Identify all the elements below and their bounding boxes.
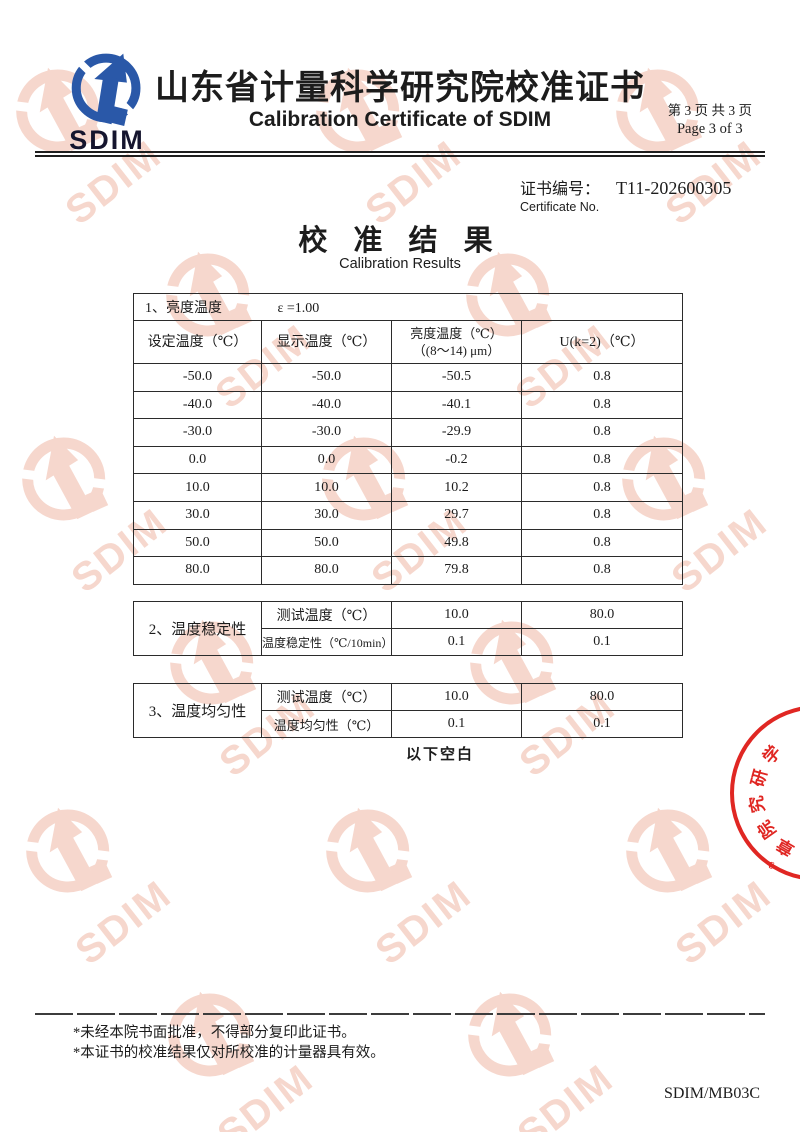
column-header: 设定温度（℃） (133, 320, 262, 364)
table-cell: 0.8 (520, 418, 684, 447)
page-number-en: Page 3 of 3 (676, 121, 743, 137)
table-cell: -50.0 (261, 363, 392, 392)
certificate-number-label-en: Certificate No. (520, 200, 600, 214)
column-header: 显示温度（℃） (261, 320, 392, 364)
header-double-rule (35, 151, 765, 157)
table-cell: -0.2 (391, 445, 522, 475)
section-title-en: Calibration Results (339, 256, 461, 272)
table-cell: 49.8 (391, 528, 522, 558)
footer-note-2: *本证书的校准结果仅对所校准的计量器具有效。 (73, 1045, 385, 1061)
table-cell: -50.5 (391, 363, 522, 392)
blank-below-note: 以下空白 (405, 746, 474, 763)
table-cell: 0.8 (520, 390, 684, 420)
column-header-line1: 亮度温度（℃） (410, 326, 503, 341)
table2-label: 2、温度稳定性 (133, 601, 262, 656)
table-cell: -40.0 (261, 390, 392, 420)
temperature-stability-table: 2、温度稳定性 测试温度（℃） 10.0 80.0 温度稳定性（℃/10min）… (133, 601, 683, 656)
column-header-line2: （(8～14) μm） (412, 343, 501, 358)
document-code: SDIM/MB03C (663, 1085, 760, 1102)
page-info: 第 3 页 共 3 页 Page 3 of 3 (668, 102, 752, 138)
brightness-temperature-table: 1、亮度温度 ε =1.00 设定温度（℃） 显示温度（℃） 亮度温度（℃） （… (132, 293, 684, 585)
table-cell: -29.9 (391, 418, 522, 447)
table3-label: 3、温度均匀性 (133, 683, 262, 738)
page-number-cn: 第 3 页 共 3 页 (667, 103, 752, 118)
table-cell: 80.0 (261, 556, 392, 585)
table-cell: -50.0 (133, 363, 262, 392)
table-cell: 0.1 (521, 710, 683, 738)
table-cell: 0.8 (520, 500, 684, 530)
table1-caption-number: 1、亮度温度 (145, 301, 222, 316)
table-cell: 0.1 (391, 628, 522, 656)
section-title-cn: 校 准 结 果 (298, 225, 502, 257)
table-cell: -40.1 (391, 390, 522, 420)
sdim-logo-text: SDIM (69, 125, 145, 155)
table-cell: -40.0 (133, 390, 262, 420)
certificate-number-label-cn: 证书编号： (520, 181, 601, 198)
temperature-uniformity-table: 3、温度均匀性 测试温度（℃） 10.0 80.0 温度均匀性（℃） 0.1 0… (133, 683, 683, 738)
table-cell: 80.0 (521, 601, 683, 629)
column-header: U(k=2)（℃） (520, 320, 684, 364)
official-seal: 学 研 究 院 章 3 (714, 697, 800, 883)
certificate-title-cn: 山东省计量科学研究院校准证书 (155, 70, 645, 107)
footer-note-1: *未经本院书面批准，不得部分复印此证书。 (73, 1025, 356, 1041)
table-cell: 50.0 (133, 528, 262, 558)
sdim-logo: SDIM (57, 50, 157, 154)
column-header: 亮度温度（℃） （(8～14) μm） (391, 320, 522, 364)
table1-caption-epsilon: ε =1.00 (277, 301, 320, 316)
footer-rule (35, 1013, 765, 1015)
table-cell: 0.0 (133, 445, 262, 475)
table-cell: 温度均匀性（℃） (261, 710, 392, 738)
table-cell: 29.7 (391, 500, 522, 530)
table-cell: 0.8 (520, 556, 684, 585)
table-cell: 80.0 (133, 556, 262, 585)
table-cell: 温度稳定性（℃/10min） (261, 628, 392, 656)
table-cell: -30.0 (133, 418, 262, 447)
table-cell: 10.0 (133, 473, 262, 502)
table-cell: 10.0 (391, 601, 522, 629)
table-cell: 测试温度（℃） (261, 683, 392, 711)
table-cell: -30.0 (261, 418, 392, 447)
table-cell: 0.8 (520, 528, 684, 558)
table-cell: 测试温度（℃） (261, 601, 392, 629)
certificate-number-value: T11-202600305 (616, 178, 732, 198)
table-cell: 10.2 (391, 473, 522, 502)
table1-caption: 1、亮度温度 ε =1.00 (132, 293, 684, 321)
table-cell: 0.1 (521, 628, 683, 656)
table-cell: 0.8 (520, 445, 684, 475)
table-cell: 50.0 (261, 528, 392, 558)
table-cell: 0.1 (391, 710, 522, 738)
sdim-logo-emblem (70, 52, 146, 127)
table-cell: 0.8 (520, 473, 684, 502)
table-cell: 10.0 (391, 683, 522, 711)
table-cell: 30.0 (261, 500, 392, 530)
table-cell: 79.8 (391, 556, 522, 585)
table-cell: 0.0 (261, 445, 392, 475)
table-cell: 30.0 (133, 500, 262, 530)
table-cell: 10.0 (261, 473, 392, 502)
footer-notes: *未经本院书面批准，不得部分复印此证书。 *本证书的校准结果仅对所校准的计量器具… (73, 1023, 385, 1063)
table-cell: 80.0 (521, 683, 683, 711)
table-cell: 0.8 (520, 363, 684, 392)
certificate-number-row: 证书编号： T11-202600305 (520, 175, 731, 199)
certificate-title-en: Calibration Certificate of SDIM (248, 108, 552, 131)
